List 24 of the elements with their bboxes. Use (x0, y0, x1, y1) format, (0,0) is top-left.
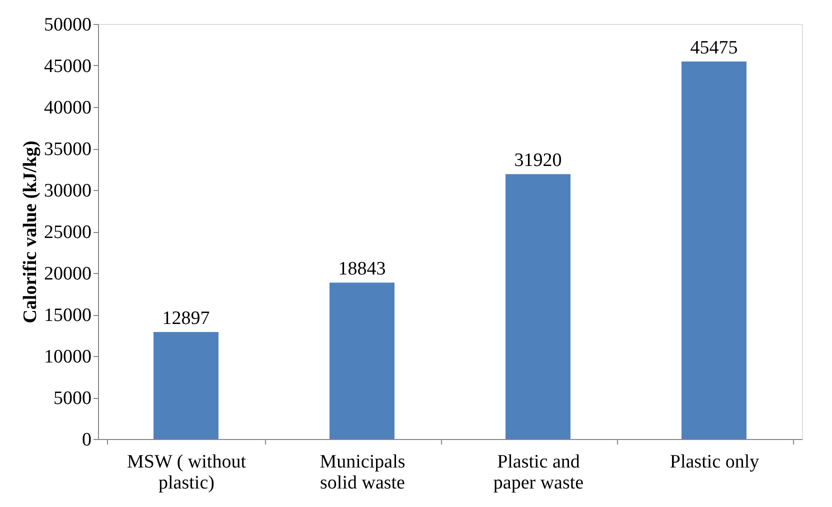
x-tick-label: MSW ( without plastic) (127, 452, 247, 494)
x-tick-label: Municipals solid waste (320, 452, 406, 494)
x-tick-label: Plastic and paper waste (493, 452, 584, 494)
data-label: 45475 (690, 38, 738, 59)
y-tick-label: 50000 (44, 14, 92, 36)
y-tick-label: 20000 (44, 264, 92, 284)
y-tick-label: 40000 (44, 98, 92, 118)
y-tick-label: 5000 (54, 388, 92, 409)
data-label: 12897 (162, 308, 210, 329)
y-tick-label: 35000 (44, 139, 92, 160)
y-axis-title: Calorific value (kJ/kg) (20, 140, 41, 324)
data-label: 31920 (514, 150, 562, 172)
bar (330, 282, 394, 439)
y-tick-label: 30000 (44, 180, 92, 202)
x-tick-label: Plastic only (670, 452, 760, 472)
data-label: 18843 (338, 258, 386, 280)
bar (682, 62, 746, 439)
bar (154, 332, 218, 439)
y-tick-label: 45000 (44, 56, 92, 77)
y-tick-label: 25000 (44, 222, 92, 243)
y-tick-label: 15000 (44, 305, 92, 326)
y-tick-label: 10000 (44, 346, 92, 368)
bar (506, 174, 570, 439)
y-tick-label: 0 (82, 430, 92, 450)
